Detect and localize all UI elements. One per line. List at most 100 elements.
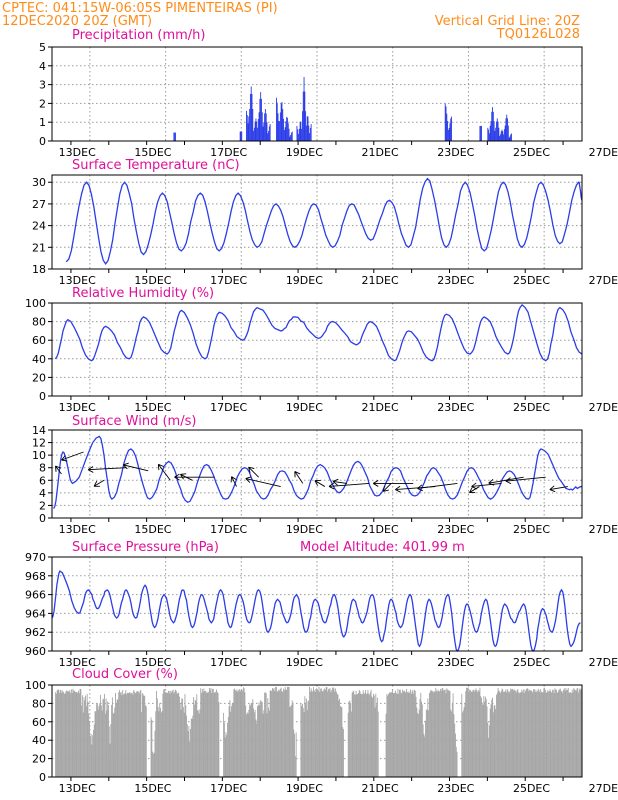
header-date: 12DEC2020 20Z (GMT) bbox=[2, 14, 152, 29]
precipitation-bar bbox=[302, 91, 304, 141]
cloud-cover-bar bbox=[533, 689, 535, 777]
cloud-cover-bar bbox=[267, 698, 269, 777]
cloud-cover-bar bbox=[167, 690, 169, 777]
cloud-cover-bar bbox=[305, 702, 307, 777]
cloud-cover-bar bbox=[308, 700, 310, 777]
precipitation-bar bbox=[451, 116, 452, 141]
cloud-cover-bar bbox=[544, 687, 546, 777]
cloud-cover-bar bbox=[283, 688, 284, 777]
cloud-cover-bar bbox=[269, 690, 271, 777]
precipitation-bar bbox=[254, 121, 256, 141]
cloud-cover-bar bbox=[135, 692, 137, 777]
cloud-cover-bar bbox=[275, 686, 277, 777]
cloud-cover-bar bbox=[363, 692, 365, 777]
cloud-cover-bar bbox=[161, 711, 163, 777]
cloud-cover-bar bbox=[96, 703, 98, 777]
cloud-cover-bar bbox=[483, 696, 485, 777]
temperature-xtick-label: 13DEC bbox=[59, 274, 96, 287]
wind-xtick-label: 13DEC bbox=[59, 523, 96, 536]
cloud-cover-bar bbox=[116, 699, 118, 777]
precipitation-bar bbox=[497, 121, 499, 141]
precipitation-bar bbox=[299, 121, 301, 141]
precipitation-bar bbox=[266, 122, 268, 141]
cloud-cover-bar bbox=[231, 706, 232, 777]
cloud-cover-bar bbox=[327, 691, 329, 777]
humidity-xtick-label: 27DEC bbox=[589, 401, 618, 414]
pressure-xtick-label: 25DEC bbox=[513, 656, 550, 669]
cloud-cover-bar bbox=[471, 692, 473, 777]
cloud-cover-bar bbox=[445, 693, 447, 777]
cloud-cover-bar bbox=[130, 692, 132, 777]
cloud-cover-bar bbox=[234, 688, 236, 777]
cloud-cover-frame bbox=[51, 684, 583, 778]
wind-arrow bbox=[488, 476, 524, 486]
cloud-cover-bar bbox=[268, 707, 270, 777]
precipitation-bar bbox=[289, 136, 291, 141]
humidity-xtick-label: 15DEC bbox=[134, 401, 171, 414]
cloud-cover-bar bbox=[301, 705, 303, 777]
cloud-cover-bar bbox=[119, 690, 120, 777]
cloud-cover-bar bbox=[111, 704, 113, 777]
cloud-cover-bar bbox=[72, 688, 74, 777]
cloud-cover-bar bbox=[263, 710, 265, 777]
pressure-title: Surface Pressure (hPa) bbox=[72, 540, 219, 555]
cloud-cover-bar bbox=[448, 690, 450, 777]
cloud-cover-bar bbox=[365, 693, 367, 777]
wind-xtick-label: 27DEC bbox=[589, 523, 618, 536]
cloud-cover-bar bbox=[516, 690, 518, 777]
cloud-cover-bar bbox=[560, 691, 562, 777]
cloud-cover-bar bbox=[548, 691, 549, 777]
cloud-cover-bar bbox=[187, 731, 189, 777]
cloud-cover-bar bbox=[389, 691, 391, 777]
cloud-cover-bar bbox=[275, 686, 277, 777]
wind-arrow bbox=[471, 482, 502, 490]
cloud-cover-bar bbox=[372, 693, 374, 777]
cloud-cover-bar bbox=[302, 707, 304, 777]
cloud-cover-bar bbox=[152, 751, 154, 777]
cloud-cover-bar bbox=[282, 692, 284, 777]
cloud-cover-bar bbox=[108, 726, 110, 777]
cloud-cover-bar bbox=[67, 691, 69, 777]
precipitation-bar bbox=[492, 107, 493, 141]
cloud-cover-bar bbox=[370, 689, 372, 777]
cloud-cover-bar bbox=[289, 706, 291, 777]
cloud-cover-bar bbox=[209, 689, 211, 777]
cloud-cover-bar bbox=[212, 689, 214, 777]
cloud-cover-bar bbox=[121, 695, 123, 777]
cloud-cover-bar bbox=[424, 736, 426, 777]
cloud-cover-bar bbox=[293, 729, 295, 777]
cloud-cover-bar bbox=[163, 689, 165, 777]
precipitation-bar bbox=[268, 131, 270, 141]
precipitation-bar bbox=[259, 98, 261, 141]
cloud-cover-bar bbox=[425, 709, 427, 777]
cloud-cover-bar bbox=[427, 698, 429, 777]
cloud-cover-bar bbox=[580, 690, 582, 777]
precipitation-ytick-label: 3 bbox=[39, 79, 46, 92]
cloud-cover-bar bbox=[193, 704, 195, 777]
cloud-cover-bar bbox=[117, 699, 119, 777]
cloud-cover-bar bbox=[300, 703, 302, 777]
cloud-cover-bar bbox=[485, 699, 487, 777]
cloud-cover-bar bbox=[484, 701, 486, 777]
precipitation-bar bbox=[282, 109, 284, 141]
cloud-cover-bar bbox=[257, 705, 258, 777]
precipitation-bar bbox=[309, 127, 311, 141]
cloud-cover-bar bbox=[84, 700, 86, 777]
cloud-cover-bar bbox=[507, 689, 508, 777]
cloud-cover-bar bbox=[57, 689, 59, 777]
precipitation-bar bbox=[251, 93, 253, 141]
cloud-cover-bar bbox=[468, 691, 470, 777]
cloud-cover-bar bbox=[55, 692, 57, 777]
precipitation-bar bbox=[310, 124, 312, 141]
cloud-cover-bar bbox=[305, 698, 307, 777]
cloud-cover-bar bbox=[463, 707, 465, 777]
cloud-cover-bar bbox=[181, 698, 183, 777]
cloud-cover-bar bbox=[100, 705, 102, 777]
cloud-cover-bar bbox=[229, 700, 231, 777]
cloud-cover-bar bbox=[73, 690, 75, 777]
cloud-cover-bar bbox=[89, 736, 91, 777]
cloud-cover-bar bbox=[283, 690, 285, 777]
cloud-cover-bar bbox=[452, 693, 454, 777]
cloud-cover-bar bbox=[143, 695, 145, 777]
cloud-cover-bar bbox=[451, 703, 453, 777]
